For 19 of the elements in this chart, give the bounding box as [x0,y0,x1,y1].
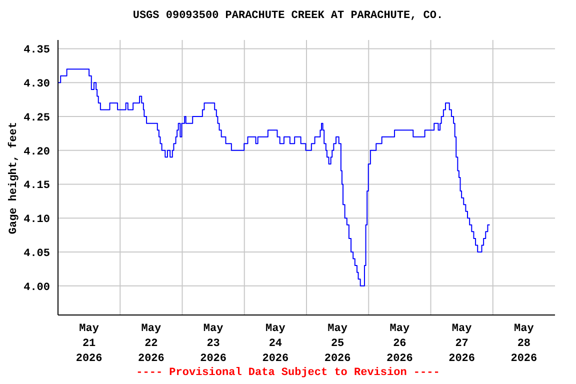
y-tick-label: 4.10 [24,214,50,226]
x-tick-label: May 21 2026 [76,323,102,365]
x-tick-label: May 24 2026 [262,323,289,365]
y-tick-label: 4.05 [24,248,50,260]
text: ---- Provisional Data Subject to Revision ---- [135,367,441,379]
x-tick-label: May 26 2026 [386,323,413,365]
chart-title: USGS 09093500 PARACHUTE CREEK AT PARACHUTE, CO. [132,10,444,22]
x-tick-label: May 28 2026 [510,323,538,365]
x-tick-label: May 27 2026 [448,323,476,365]
y-tick-label: 4.00 [24,282,50,294]
x-tick-label: May 22 2026 [138,323,164,365]
x-tick-label: May 23 2026 [200,323,227,365]
x-tick-label: May 25 2026 [324,323,351,365]
y-tick-label: 4.30 [24,78,50,91]
y-tick-label: 4.15 [24,180,50,192]
y-tick-label: 4.20 [24,146,50,158]
y-axis-title: Gage height, feet [7,122,20,234]
y-tick-label: 4.35 [24,44,50,57]
y-tick-label: 4.25 [24,112,50,124]
